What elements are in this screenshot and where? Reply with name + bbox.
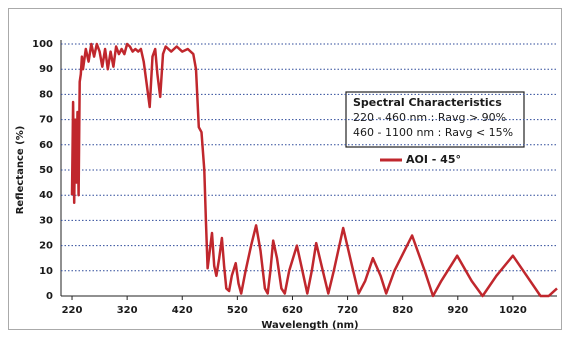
x-tick-label: 620 bbox=[282, 305, 303, 316]
x-tick-label: 720 bbox=[337, 305, 358, 316]
data-line bbox=[70, 42, 558, 298]
x-tick-label: 1020 bbox=[499, 305, 527, 316]
x-tick-label: 820 bbox=[392, 305, 413, 316]
y-tick-label: 10 bbox=[39, 266, 53, 277]
y-tick-label: 80 bbox=[39, 89, 53, 100]
y-tick-label: 40 bbox=[39, 190, 53, 201]
annotation-line: 460 - 1100 nm : Ravg < 15% bbox=[353, 126, 513, 139]
annotation-box bbox=[345, 91, 525, 148]
y-tick-label: 90 bbox=[39, 64, 53, 75]
x-tick-label: 320 bbox=[117, 305, 138, 316]
y-tick-label: 30 bbox=[39, 215, 53, 226]
y-axis-title: Reflectance (%) bbox=[15, 126, 26, 215]
x-tick-label: 420 bbox=[172, 305, 193, 316]
x-tick-label: 520 bbox=[227, 305, 248, 316]
y-tick-label: 60 bbox=[39, 140, 53, 151]
y-tick-label: 50 bbox=[39, 165, 53, 176]
y-tick-label: 20 bbox=[39, 241, 53, 252]
y-tick-label: 70 bbox=[39, 115, 53, 126]
legend-label: AOI - 45° bbox=[406, 153, 461, 166]
frame bbox=[8, 8, 562, 330]
y-tick-label: 100 bbox=[32, 39, 53, 50]
x-tick-label: 920 bbox=[447, 305, 468, 316]
y-tick-label: 0 bbox=[46, 291, 53, 302]
x-axis-title: Wavelength (nm) bbox=[261, 320, 358, 331]
x-tick-label: 220 bbox=[62, 305, 83, 316]
annotation-line: 220 - 460 nm : Ravg > 90% bbox=[353, 111, 506, 124]
annotation-title: Spectral Characteristics bbox=[353, 96, 502, 109]
